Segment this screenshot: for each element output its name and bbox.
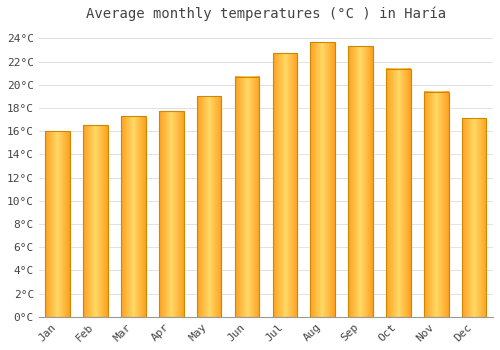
Bar — [121, 116, 146, 317]
Bar — [462, 118, 486, 317]
Bar — [46, 131, 70, 317]
Bar — [424, 92, 448, 317]
Bar — [159, 111, 184, 317]
Bar — [197, 96, 222, 317]
Bar — [310, 42, 335, 317]
Bar — [348, 47, 373, 317]
Bar — [386, 69, 410, 317]
Title: Average monthly temperatures (°C ) in Haría: Average monthly temperatures (°C ) in Ha… — [86, 7, 446, 21]
Bar — [84, 125, 108, 317]
Bar — [234, 77, 260, 317]
Bar — [272, 54, 297, 317]
